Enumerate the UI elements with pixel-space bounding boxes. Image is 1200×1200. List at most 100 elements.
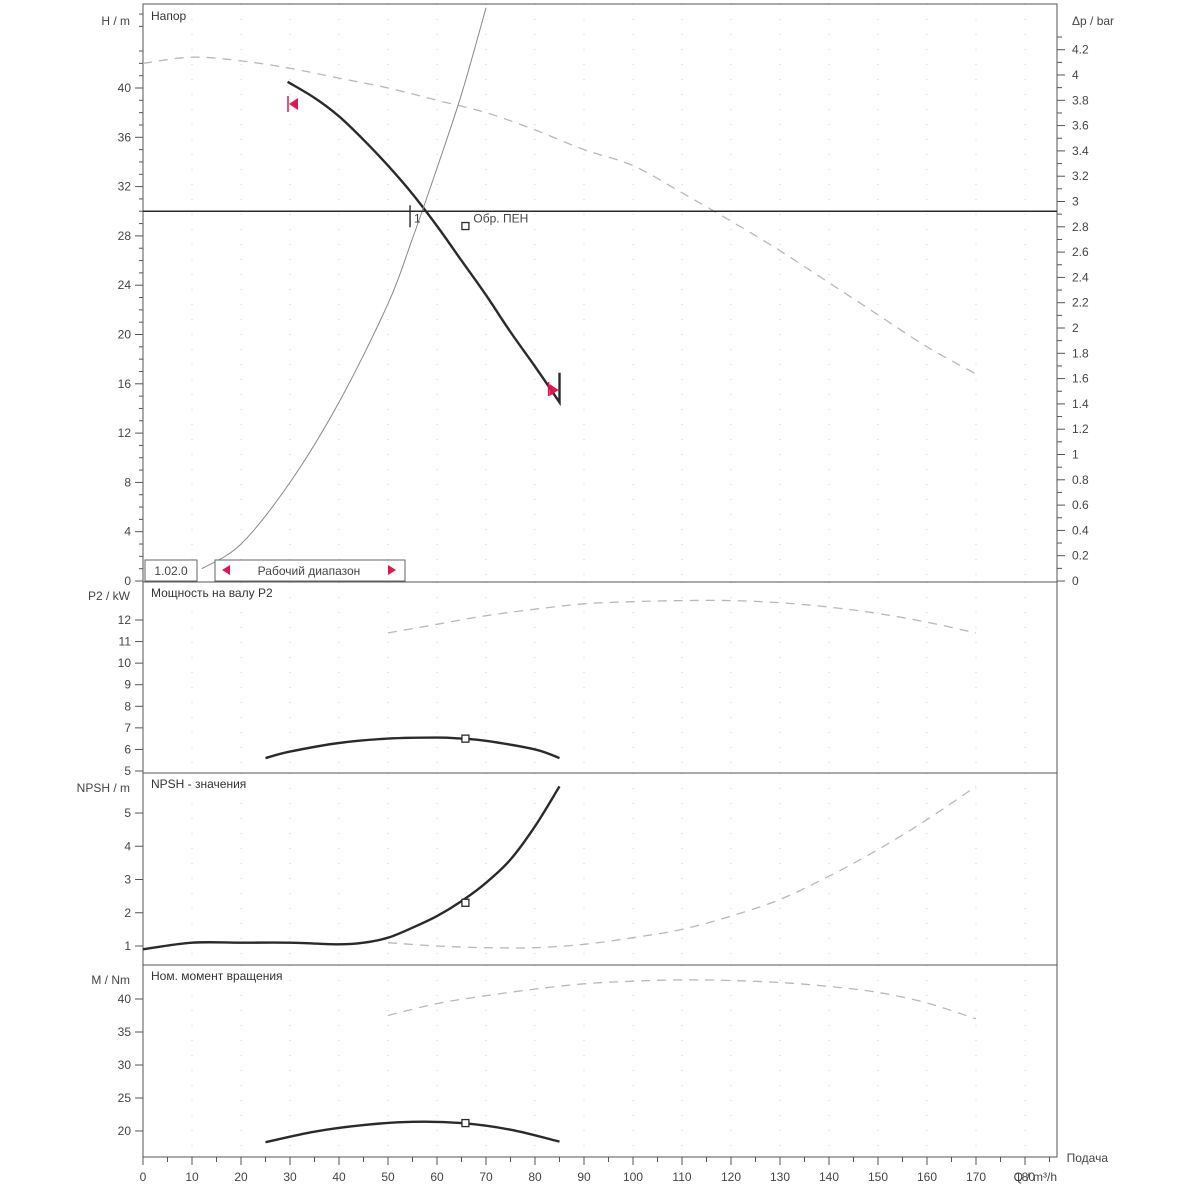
- npsh-panel-title: NPSH - значения: [151, 777, 246, 791]
- power-y-axis-title: P2 / kW: [88, 589, 131, 603]
- x-tick-label: 90: [577, 1170, 591, 1184]
- pressure-y2-tick-label: 1.8: [1072, 346, 1089, 360]
- torque-y-tick-label: 20: [118, 1124, 132, 1138]
- pressure-y2-tick-label: 3: [1072, 195, 1079, 209]
- torque-y-tick-label: 30: [118, 1058, 132, 1072]
- range-min-marker: [289, 98, 298, 111]
- torque-y-tick-label: 40: [118, 992, 132, 1006]
- x-tick-label: 100: [623, 1170, 643, 1184]
- legend-range-left-icon: [222, 565, 230, 575]
- x-tick-label: 80: [528, 1170, 542, 1184]
- head-max-curve: [142, 56, 977, 375]
- x-tick-label: 180: [1015, 1170, 1035, 1184]
- power-operating-point: [461, 734, 470, 743]
- power-max-curve: [387, 599, 977, 634]
- npsh-y-axis-title: NPSH / m: [77, 781, 130, 795]
- npsh-y-tick-label: 2: [124, 906, 131, 920]
- x-tick-label: 170: [966, 1170, 986, 1184]
- head-y-tick-label: 16: [118, 377, 132, 391]
- pressure-y2-tick-label: 3.6: [1072, 119, 1089, 133]
- pressure-y2-tick-label: 0.8: [1072, 473, 1089, 487]
- pressure-y2-tick-label: 2.2: [1072, 296, 1089, 310]
- pressure-y2-axis-title: Δp / bar: [1072, 14, 1114, 28]
- legend-speed-label: 1.02.0: [154, 564, 188, 578]
- npsh-operating-point: [461, 898, 470, 907]
- legend-range-label: Рабочий диапазон: [258, 564, 361, 578]
- torque-max-curve: [387, 979, 977, 1020]
- head-panel-title: Напор: [151, 9, 187, 23]
- power-y-tick-label: 6: [124, 742, 131, 756]
- pressure-y2-tick-label: 0.6: [1072, 498, 1089, 512]
- power-y-tick-label: 7: [124, 721, 131, 735]
- head-y-axis-title: H / m: [101, 14, 130, 28]
- pressure-y2-tick-label: 3.4: [1072, 144, 1089, 158]
- npsh-y-tick-label: 5: [124, 806, 131, 820]
- intersection-label: 1: [414, 211, 421, 225]
- x-tick-label: 150: [868, 1170, 888, 1184]
- pressure-y2-tick-label: 1.4: [1072, 397, 1089, 411]
- legend-box-operating-range: [214, 559, 406, 582]
- x-tick-label: 0: [140, 1170, 147, 1184]
- pressure-y2-tick-label: 2.6: [1072, 245, 1089, 259]
- head-y-tick-label: 24: [118, 278, 132, 292]
- head-y-tick-label: 32: [118, 180, 132, 194]
- pressure-y2-tick-label: 0.4: [1072, 523, 1089, 537]
- power-y-tick-label: 9: [124, 678, 131, 692]
- torque-y-tick-label: 25: [118, 1091, 132, 1105]
- torque-curve: [265, 1120, 560, 1144]
- x-tick-label: 50: [381, 1170, 395, 1184]
- torque-panel-frame: [142, 964, 1058, 1158]
- npsh-panel-frame: [142, 772, 1058, 966]
- pressure-y2-tick-label: 1.6: [1072, 372, 1089, 386]
- power-y-tick-label: 11: [119, 635, 132, 649]
- x-tick-label: 160: [917, 1170, 937, 1184]
- torque-operating-point: [461, 1118, 470, 1128]
- legend-box-speed: [144, 559, 198, 582]
- x-tick-label: 20: [234, 1170, 248, 1184]
- head-curve: [286, 80, 561, 407]
- power-panel-frame: [142, 581, 1058, 774]
- x-tick-label: 120: [721, 1170, 741, 1184]
- power-curve: [265, 736, 560, 760]
- markers: [287, 96, 559, 1128]
- pressure-y2-tick-label: 1.2: [1072, 422, 1089, 436]
- npsh-curve: [142, 785, 561, 951]
- head-y-tick-label: 20: [118, 328, 132, 342]
- power-y-tick-label: 12: [118, 613, 132, 627]
- npsh-max-curve: [387, 785, 977, 949]
- head-operating-point: [461, 221, 470, 231]
- pressure-y2-tick-label: 0.2: [1072, 549, 1089, 563]
- x-tick-label: 10: [185, 1170, 199, 1184]
- pressure-y2-tick-label: 3.2: [1072, 169, 1089, 183]
- x-tick-label: 60: [430, 1170, 444, 1184]
- pressure-y2-tick-label: 2.8: [1072, 220, 1089, 234]
- x-tick-label: 140: [819, 1170, 839, 1184]
- pressure-y2-tick-label: 4.2: [1072, 43, 1089, 57]
- pressure-y2-tick-label: 3.8: [1072, 93, 1089, 107]
- head-y-tick-label: 40: [118, 81, 132, 95]
- power-panel-title: Мощность на валу P2: [151, 586, 273, 600]
- range-max-marker: [549, 383, 559, 396]
- operating-point-label: Обр. ПЕН: [473, 211, 528, 225]
- pressure-y2-tick-label: 2.4: [1072, 270, 1089, 284]
- npsh-y-tick-label: 1: [124, 939, 131, 953]
- torque-y-axis-title: M / Nm: [91, 973, 130, 987]
- torque-y-tick-label: 35: [118, 1025, 132, 1039]
- power-y-tick-label: 8: [124, 699, 131, 713]
- npsh-y-tick-label: 4: [124, 839, 131, 853]
- head-y-tick-label: 4: [124, 525, 131, 539]
- x-tick-label: 130: [770, 1170, 790, 1184]
- head-y-tick-label: 0: [124, 574, 131, 588]
- head-y-tick-label: 36: [118, 130, 132, 144]
- power-y-tick-label: 5: [124, 764, 131, 778]
- flow-footer-label: Подача: [1067, 1151, 1109, 1165]
- x-tick-label: 70: [479, 1170, 493, 1184]
- legend-range-right-icon: [388, 565, 396, 575]
- power-y-tick-label: 10: [118, 656, 132, 670]
- torque-panel-title: Ном. момент вращения: [151, 969, 283, 983]
- x-tick-label: 30: [283, 1170, 297, 1184]
- head-y-tick-label: 8: [124, 475, 131, 489]
- axis-ticks: 0 10 20 30 40 50 60 70 80 90 100 110 120 130 140 150 160…: [118, 13, 1089, 1184]
- system-curve: [201, 7, 487, 570]
